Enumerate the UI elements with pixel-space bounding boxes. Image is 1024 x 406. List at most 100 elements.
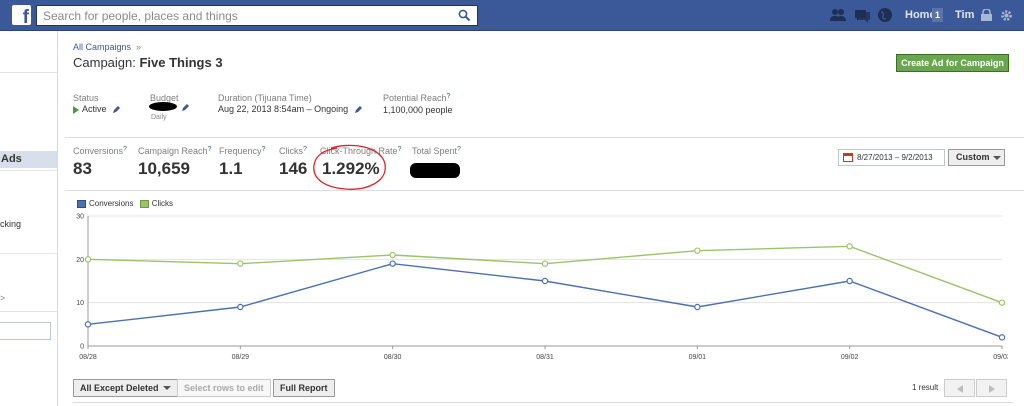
breadcrumb-separator: »	[136, 42, 142, 52]
x-tick-label: 09/01	[689, 354, 707, 361]
chevron-right-icon	[989, 385, 995, 393]
duration-value: Aug 22, 2013 8:54am – Ongoing	[218, 104, 362, 114]
breadcrumb-all-campaigns[interactable]: All Campaigns	[73, 42, 132, 52]
x-tick-label: 09/03	[993, 354, 1008, 361]
series-line-clicks	[87, 245, 1003, 304]
line-chart: 0 10 20 30 08/28 08/29 08/30 08/31 09/01 09/02 09/…	[76, 214, 1008, 362]
help-icon[interactable]: ?	[303, 146, 307, 153]
calendar-icon	[843, 153, 853, 162]
prev-page-button[interactable]	[944, 379, 975, 397]
notifications-globe-icon[interactable]	[876, 7, 894, 23]
table-top-border	[73, 402, 1013, 403]
left-sidebar: Ads cking >	[0, 31, 58, 406]
stat-value-campaign-reach: 10,659	[138, 159, 190, 178]
help-icon[interactable]: ?	[207, 146, 212, 153]
search-box[interactable]	[36, 5, 478, 26]
profile-link[interactable]: Tim	[955, 9, 975, 21]
data-point-conversions	[846, 277, 853, 285]
status-label: Status	[73, 93, 99, 103]
chevron-down-icon	[993, 156, 1001, 160]
series-line-conversions	[87, 262, 1003, 338]
x-tick-label: 08/30	[384, 354, 402, 361]
sidebar-item-ads[interactable]: Ads	[0, 151, 57, 168]
full-report-button[interactable]: Full Report	[273, 379, 335, 397]
y-tick-label: 10	[76, 300, 84, 307]
select-rows-button[interactable]: Select rows to edit	[177, 379, 271, 397]
messages-icon[interactable]	[853, 7, 871, 23]
help-icon[interactable]: ?	[457, 146, 461, 153]
data-point-clicks	[998, 299, 1006, 306]
home-link[interactable]: Home	[905, 9, 936, 21]
stat-label-frequency: Frequency?	[219, 146, 266, 156]
result-count: 1 result	[912, 383, 939, 392]
data-point-conversions	[237, 303, 244, 311]
sidebar-arrow: >	[0, 293, 6, 303]
facebook-logo[interactable]: f	[12, 5, 31, 27]
data-point-clicks	[84, 256, 92, 263]
data-point-clicks	[541, 260, 549, 267]
data-point-clicks	[846, 243, 853, 250]
chart-legend: Conversions Clicks	[77, 199, 177, 208]
top-bar: f Home 1 Tim	[0, 0, 1024, 31]
sidebar-divider	[0, 72, 57, 73]
total-spent-redaction	[410, 163, 460, 178]
date-range-field[interactable]: 8/27/2013 – 9/2/2013	[838, 149, 945, 166]
x-tick-label: 08/29	[232, 354, 250, 361]
filter-dropdown[interactable]: All Except Deleted	[73, 379, 178, 397]
data-point-clicks	[694, 247, 701, 254]
help-icon[interactable]: ?	[446, 93, 451, 100]
custom-range-dropdown[interactable]: Custom	[948, 149, 1005, 166]
sidebar-search-field[interactable]	[0, 322, 51, 340]
x-tick-label: 09/02	[841, 354, 859, 361]
legend-conversions[interactable]: Conversions	[77, 199, 133, 208]
data-point-clicks	[389, 251, 396, 259]
y-tick-label: 30	[76, 214, 84, 221]
chevron-down-icon	[162, 386, 171, 390]
privacy-shortcuts-icon[interactable]	[980, 9, 993, 21]
help-icon[interactable]: ?	[397, 146, 402, 153]
data-point-clicks	[237, 260, 244, 267]
data-point-conversions	[84, 321, 92, 328]
stat-value-conversions: 83	[73, 159, 92, 178]
edit-duration-pencil-icon[interactable]	[354, 105, 362, 114]
status-value: Active	[73, 104, 121, 114]
page-title: Campaign: Five Things 3	[73, 55, 223, 70]
stat-value-frequency: 1.1	[219, 159, 243, 178]
ctr-annotation-circle	[313, 144, 386, 190]
create-ad-button[interactable]: Create Ad for Campaign	[896, 54, 1009, 72]
y-tick-label: 0	[80, 344, 84, 351]
data-point-conversions	[998, 334, 1006, 341]
x-tick-label: 08/28	[79, 354, 97, 361]
stat-label-ctr: Click-Through Rate?	[320, 146, 402, 156]
stat-value-ctr: 1.292%	[322, 159, 380, 178]
stat-label-clicks: Clicks?	[279, 146, 307, 156]
help-icon[interactable]: ?	[123, 146, 127, 153]
stat-label-campaign-reach: Campaign Reach?	[138, 146, 212, 156]
x-tick-label: 08/31	[536, 354, 554, 361]
settings-gear-icon[interactable]	[1000, 9, 1013, 22]
budget-redaction	[149, 102, 177, 111]
legend-clicks[interactable]: Clicks	[139, 199, 173, 208]
budget-label: Budget	[150, 93, 179, 103]
budget-sub: Daily	[151, 114, 167, 121]
potential-reach-label: Potential Reach?	[383, 93, 451, 103]
stat-label-conversions: Conversions?	[73, 146, 127, 156]
campaign-name: Five Things 3	[139, 55, 223, 70]
edit-status-pencil-icon[interactable]	[112, 105, 121, 114]
sidebar-divider	[0, 253, 57, 254]
search-icon[interactable]	[458, 9, 471, 22]
data-point-conversions	[541, 277, 549, 285]
home-badge: 1	[932, 8, 943, 22]
potential-reach-value: 1,100,000 people	[383, 105, 453, 115]
friend-requests-icon[interactable]	[829, 7, 847, 23]
breadcrumb: All Campaigns »	[73, 42, 141, 52]
help-icon[interactable]: ?	[261, 146, 266, 153]
data-point-conversions	[694, 303, 701, 311]
search-input[interactable]	[37, 6, 447, 25]
sidebar-divider	[0, 311, 57, 312]
edit-budget-pencil-icon[interactable]	[181, 104, 189, 112]
stat-value-clicks: 146	[279, 159, 308, 178]
chevron-left-icon	[957, 385, 963, 393]
sidebar-item-tracking[interactable]: cking	[0, 219, 22, 229]
next-page-button[interactable]	[976, 379, 1007, 397]
